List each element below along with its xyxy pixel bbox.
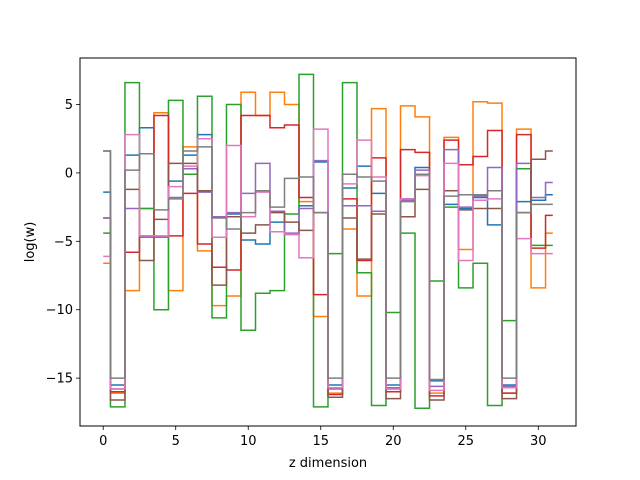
x-axis-label: z dimension xyxy=(289,456,367,471)
x-axis-ticks: 0 5 10 15 20 25 30 xyxy=(99,426,547,449)
x-tick-label: 20 xyxy=(385,434,402,449)
y-axis-label: log(w) xyxy=(23,222,38,263)
series-layer xyxy=(103,73,553,409)
x-tick-label: 5 xyxy=(172,434,180,449)
x-tick-label: 30 xyxy=(530,434,547,449)
y-tick-label: −5 xyxy=(54,235,73,250)
x-tick-label: 10 xyxy=(240,434,257,449)
y-tick-label: −15 xyxy=(46,372,73,387)
axes-frame xyxy=(79,57,577,427)
y-axis-ticks: −15 −10 −5 0 5 xyxy=(46,98,80,387)
series-line-8 xyxy=(103,146,553,381)
x-tick-label: 0 xyxy=(99,434,107,449)
x-tick-label: 25 xyxy=(458,434,475,449)
y-tick-label: 0 xyxy=(65,166,73,181)
y-tick-label: −10 xyxy=(46,303,73,318)
plot-area xyxy=(79,57,577,427)
y-tick-label: 5 xyxy=(65,98,73,113)
series-line-3 xyxy=(103,73,553,409)
x-tick-label: 15 xyxy=(312,434,329,449)
